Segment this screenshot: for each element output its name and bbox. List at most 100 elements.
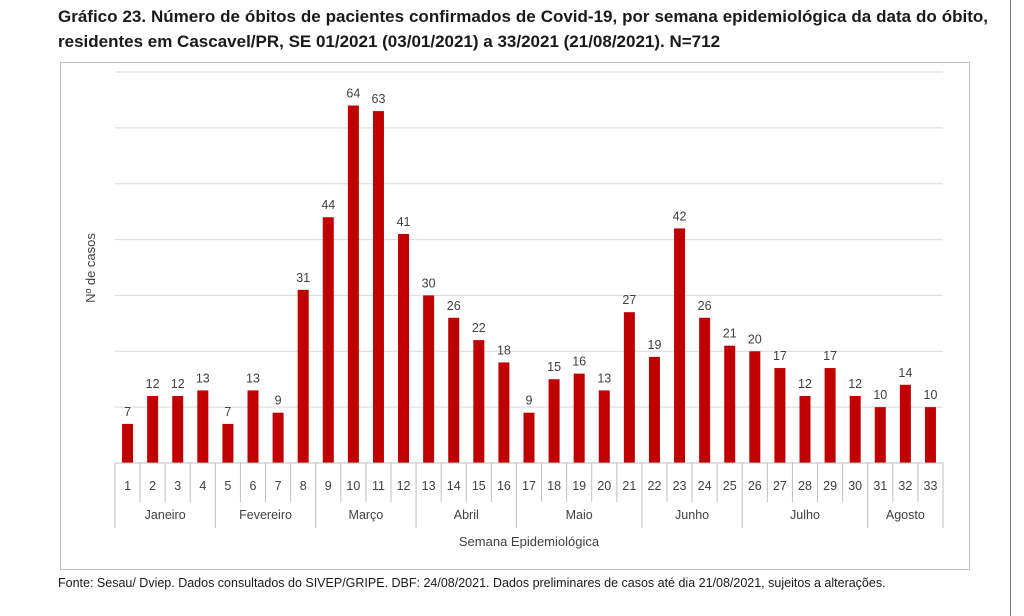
x-tick-label: 2 bbox=[149, 479, 156, 493]
x-tick-label: 27 bbox=[773, 479, 787, 493]
data-label: 12 bbox=[848, 377, 862, 391]
x-tick-label: 9 bbox=[325, 479, 332, 493]
bar bbox=[448, 317, 460, 463]
bar bbox=[347, 105, 359, 463]
x-tick-label: 15 bbox=[472, 479, 486, 493]
x-tick-label: 25 bbox=[723, 479, 737, 493]
month-label: Janeiro bbox=[145, 508, 186, 522]
source-note: Fonte: Sesau/ Dviep. Dados consultados d… bbox=[58, 576, 886, 590]
bar bbox=[674, 228, 686, 463]
bar bbox=[197, 390, 209, 463]
x-tick-label: 31 bbox=[873, 479, 887, 493]
x-tick-label: 3 bbox=[174, 479, 181, 493]
month-label: Junho bbox=[675, 508, 709, 522]
data-label: 42 bbox=[673, 209, 687, 223]
month-label: Julho bbox=[790, 508, 820, 522]
data-label: 31 bbox=[296, 271, 310, 285]
x-tick-label: 22 bbox=[648, 479, 662, 493]
bar bbox=[899, 384, 911, 463]
bar bbox=[172, 395, 184, 463]
bar bbox=[222, 423, 234, 463]
x-tick-label: 24 bbox=[698, 479, 712, 493]
x-axis: 1 2 3 4 5 6 7 8 9 10 11 12 13 14 15 16 17 18 19 20 21 22 23 24 2… bbox=[114, 462, 944, 502]
bar bbox=[473, 340, 485, 463]
data-label: 13 bbox=[246, 371, 260, 385]
x-tick-label: 14 bbox=[447, 479, 461, 493]
bar bbox=[874, 407, 886, 463]
bar bbox=[122, 423, 134, 463]
month-label: Agosto bbox=[886, 508, 925, 522]
x-tick-label: 13 bbox=[422, 479, 436, 493]
month-label: Fevereiro bbox=[239, 508, 292, 522]
bar bbox=[548, 379, 560, 463]
month-label: Maio bbox=[566, 508, 593, 522]
x-tick-label: 12 bbox=[397, 479, 411, 493]
x-tick-label: 5 bbox=[224, 479, 231, 493]
data-label: 64 bbox=[346, 87, 360, 101]
y-axis-title: Nº de casos bbox=[83, 233, 98, 303]
bar bbox=[849, 395, 861, 463]
data-label: 30 bbox=[422, 276, 436, 290]
x-tick-label: 10 bbox=[346, 479, 360, 493]
bar bbox=[423, 295, 435, 463]
x-tick-label: 8 bbox=[300, 479, 307, 493]
data-label: 27 bbox=[622, 293, 636, 307]
x-tick-label: 4 bbox=[199, 479, 206, 493]
x-tick-label: 21 bbox=[622, 479, 636, 493]
x-tick-label: 1 bbox=[124, 479, 131, 493]
x-tick-label: 11 bbox=[372, 479, 385, 493]
x-tick-label: 18 bbox=[547, 479, 561, 493]
bar bbox=[398, 233, 410, 463]
data-label: 26 bbox=[698, 299, 712, 313]
bar bbox=[699, 317, 711, 463]
gridlines bbox=[115, 71, 943, 408]
bar bbox=[724, 345, 736, 463]
x-tick-label: 33 bbox=[924, 479, 938, 493]
data-label: 17 bbox=[773, 349, 787, 363]
data-label: 22 bbox=[472, 321, 486, 335]
chart-title: Gráfico 23. Número de óbitos de paciente… bbox=[58, 7, 988, 51]
data-label: 21 bbox=[723, 327, 737, 341]
bar bbox=[498, 362, 510, 463]
data-label: 18 bbox=[497, 343, 511, 357]
bar bbox=[322, 217, 334, 463]
x-tick-label: 28 bbox=[798, 479, 812, 493]
bar bbox=[598, 390, 610, 463]
bars bbox=[122, 105, 936, 463]
data-label: 63 bbox=[372, 92, 386, 106]
data-label: 26 bbox=[447, 299, 461, 313]
data-label: 13 bbox=[196, 371, 210, 385]
bar bbox=[573, 373, 585, 463]
month-label: Março bbox=[349, 508, 384, 522]
x-tick-label: 6 bbox=[250, 479, 257, 493]
x-tick-label: 32 bbox=[898, 479, 912, 493]
data-label: 13 bbox=[597, 371, 611, 385]
x-tick-label: 7 bbox=[275, 479, 282, 493]
month-label: Abril bbox=[454, 508, 479, 522]
bar bbox=[924, 407, 936, 463]
data-label: 12 bbox=[798, 377, 812, 391]
bar bbox=[799, 395, 811, 463]
bar bbox=[774, 368, 786, 463]
data-label: 7 bbox=[124, 405, 131, 419]
chart-frame bbox=[60, 62, 970, 570]
bar bbox=[749, 351, 761, 463]
month-groups: Janeiro Fevereiro Março Abril Maio Junho Julho… bbox=[114, 502, 944, 528]
x-tick-label: 20 bbox=[597, 479, 611, 493]
data-label: 7 bbox=[224, 405, 231, 419]
bar bbox=[297, 289, 309, 463]
data-label: 14 bbox=[898, 366, 912, 380]
x-axis-title: Semana Epidemiológica bbox=[459, 534, 600, 549]
x-tick-label: 17 bbox=[522, 479, 536, 493]
data-label: 44 bbox=[321, 198, 335, 212]
bar bbox=[272, 412, 284, 463]
data-label: 12 bbox=[171, 377, 185, 391]
bar bbox=[247, 390, 259, 463]
data-label: 16 bbox=[572, 355, 586, 369]
bar bbox=[147, 395, 159, 463]
x-tick-label: 19 bbox=[572, 479, 586, 493]
x-tick-label: 23 bbox=[673, 479, 687, 493]
x-tick-label: 29 bbox=[823, 479, 837, 493]
data-label: 9 bbox=[275, 394, 282, 408]
